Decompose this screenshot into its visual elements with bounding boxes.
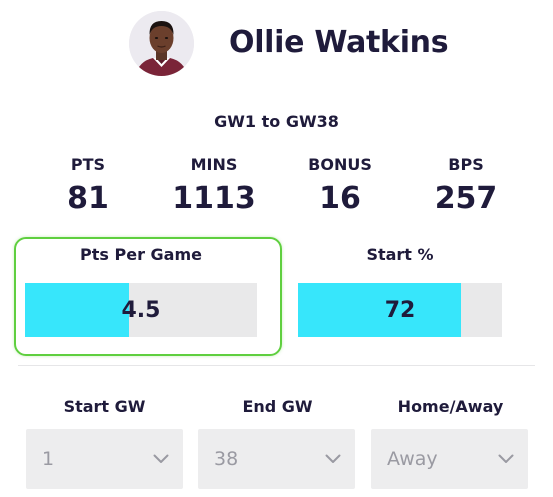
gameweek-range: GW1 to GW38 xyxy=(214,112,339,131)
bar-fill xyxy=(298,283,462,337)
chevron-down-icon xyxy=(325,454,341,463)
stat-label: MINS xyxy=(190,155,238,174)
start-percent-title: Start % xyxy=(366,245,434,264)
stat-value: 257 xyxy=(434,181,498,216)
stat-mins: MINS 1113 xyxy=(149,153,279,218)
select-value: Away xyxy=(387,448,438,470)
stat-bonus: BONUS 16 xyxy=(275,153,405,218)
stat-bps: BPS 257 xyxy=(401,153,531,218)
bar-fill xyxy=(25,283,130,337)
home-away-select[interactable]: Away xyxy=(371,429,528,489)
bar-value: 4.5 xyxy=(121,297,161,323)
stat-label: BPS xyxy=(448,155,484,174)
chevron-down-icon xyxy=(153,454,169,463)
bar-value: 72 xyxy=(384,297,416,323)
pts-per-game-bar: 4.5 xyxy=(25,283,257,337)
start-gw-select[interactable]: 1 xyxy=(26,429,183,489)
player-photo-icon xyxy=(129,11,194,76)
start-gw-label: Start GW xyxy=(63,397,146,416)
pts-per-game-title: Pts Per Game xyxy=(80,245,202,264)
player-avatar xyxy=(129,11,194,76)
stat-value: 81 xyxy=(67,181,109,216)
player-name: Ollie Watkins xyxy=(229,25,449,60)
select-value: 1 xyxy=(42,448,55,470)
end-gw-label: End GW xyxy=(242,397,313,416)
stat-label: PTS xyxy=(70,155,106,174)
chevron-down-icon xyxy=(498,454,514,463)
end-gw-select[interactable]: 38 xyxy=(198,429,355,489)
divider xyxy=(18,365,535,366)
home-away-label: Home/Away xyxy=(397,397,504,416)
stat-value: 1113 xyxy=(172,181,256,216)
start-percent-bar: 72 xyxy=(298,283,502,337)
select-value: 38 xyxy=(214,448,239,470)
highlight-outline xyxy=(14,237,282,356)
stat-pts: PTS 81 xyxy=(23,153,153,218)
stat-value: 16 xyxy=(319,181,361,216)
stat-label: BONUS xyxy=(308,155,372,174)
